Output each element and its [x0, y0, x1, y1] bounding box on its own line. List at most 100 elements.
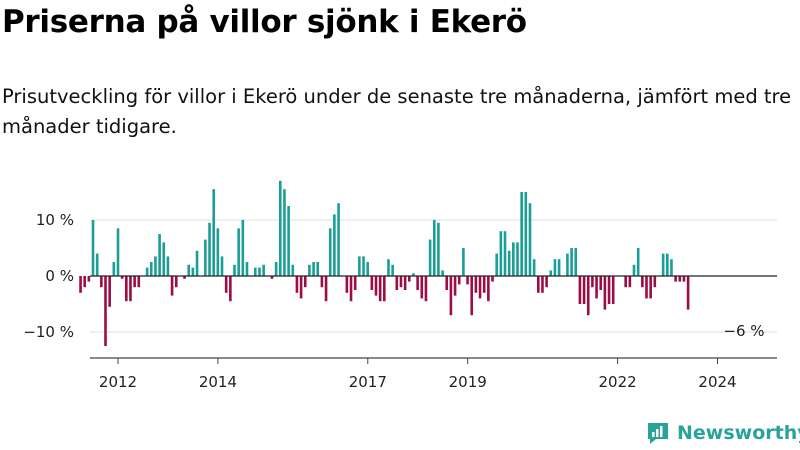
bar [516, 242, 519, 276]
bar [412, 273, 415, 276]
chart-subtitle: Prisutveckling för villor i Ekerö under … [2, 85, 792, 138]
bar [100, 276, 103, 288]
bar [682, 276, 686, 282]
bar [632, 264, 636, 276]
bar [237, 228, 240, 276]
bar [441, 270, 444, 276]
bar [478, 276, 482, 299]
x-tick-label: 2024 [698, 373, 736, 391]
bar [129, 276, 132, 302]
bar [287, 206, 290, 276]
bar [278, 180, 282, 276]
bar [116, 228, 120, 276]
bar [216, 228, 220, 276]
bar [445, 276, 449, 290]
bar [557, 259, 561, 276]
bar [324, 276, 328, 302]
bar [503, 231, 507, 276]
bar [428, 239, 432, 276]
bar [387, 259, 390, 276]
bar [582, 276, 586, 304]
bar [162, 242, 166, 276]
bar [432, 220, 436, 276]
bar [191, 267, 195, 276]
bar [358, 256, 361, 276]
y-tick-label: 10 % [36, 211, 74, 229]
bar [678, 276, 682, 282]
bar [137, 276, 141, 288]
bar [112, 262, 116, 276]
bar [591, 276, 594, 288]
bar [537, 276, 540, 293]
bar [686, 276, 690, 310]
bar [149, 262, 153, 276]
x-tick-label: 2022 [598, 373, 636, 391]
bar [491, 276, 494, 282]
bar [83, 276, 86, 288]
bar [308, 264, 311, 276]
bar [599, 276, 603, 290]
bar [104, 276, 107, 346]
bar [611, 276, 615, 304]
bar [545, 276, 548, 288]
bar [524, 192, 528, 276]
x-tick-label: 2017 [349, 373, 387, 391]
x-tick-label: 2012 [99, 373, 137, 391]
bar [183, 276, 186, 279]
last-value-annotation: −6 % [723, 322, 764, 340]
bar [316, 262, 320, 276]
bar [482, 276, 486, 293]
bar [570, 248, 573, 276]
bar [649, 276, 652, 299]
bar [624, 276, 627, 288]
newsworthy-logo-icon [648, 423, 668, 444]
bar [416, 276, 419, 290]
bar [462, 248, 465, 276]
bar [457, 276, 461, 285]
bar [487, 276, 490, 302]
bar [528, 203, 532, 276]
bar [291, 264, 295, 276]
bar [254, 267, 257, 276]
bar [241, 220, 245, 276]
bar [187, 264, 191, 276]
bar [574, 248, 578, 276]
bar [395, 276, 399, 290]
bar [437, 222, 440, 276]
bar [653, 276, 657, 288]
chart-title: Priserna på villor sjönk i Ekerö [2, 4, 527, 40]
bar [420, 276, 424, 299]
brand-name: Newsworthy [677, 422, 800, 444]
bar [108, 276, 111, 307]
bar [79, 276, 82, 293]
bar [532, 259, 536, 276]
bar [641, 276, 644, 288]
bar [345, 276, 349, 293]
bar [224, 276, 228, 293]
bar [449, 276, 453, 316]
bar [303, 276, 307, 288]
y-tick-label: 0 % [45, 267, 74, 285]
bar [512, 242, 515, 276]
bar [337, 203, 340, 276]
bar [204, 239, 207, 276]
bar [212, 189, 215, 276]
y-tick-label: −10 % [23, 323, 74, 341]
bar [283, 189, 286, 276]
bar [378, 276, 382, 302]
bar [541, 276, 544, 293]
bar [470, 276, 474, 316]
bar [154, 256, 157, 276]
bar [636, 248, 640, 276]
bar [370, 276, 374, 290]
bar [274, 262, 278, 276]
brand-logo: Newsworthy [645, 420, 800, 446]
x-tick-label: 2019 [449, 373, 487, 391]
bar [270, 276, 274, 279]
bar [220, 256, 224, 276]
bar [499, 231, 503, 276]
axis-labels: 10 % 0 % −10 % 2012 2014 2017 2019 2022 2024 −6 % [23, 211, 764, 391]
bar [607, 276, 611, 304]
bar [595, 276, 598, 299]
bar [91, 220, 95, 276]
